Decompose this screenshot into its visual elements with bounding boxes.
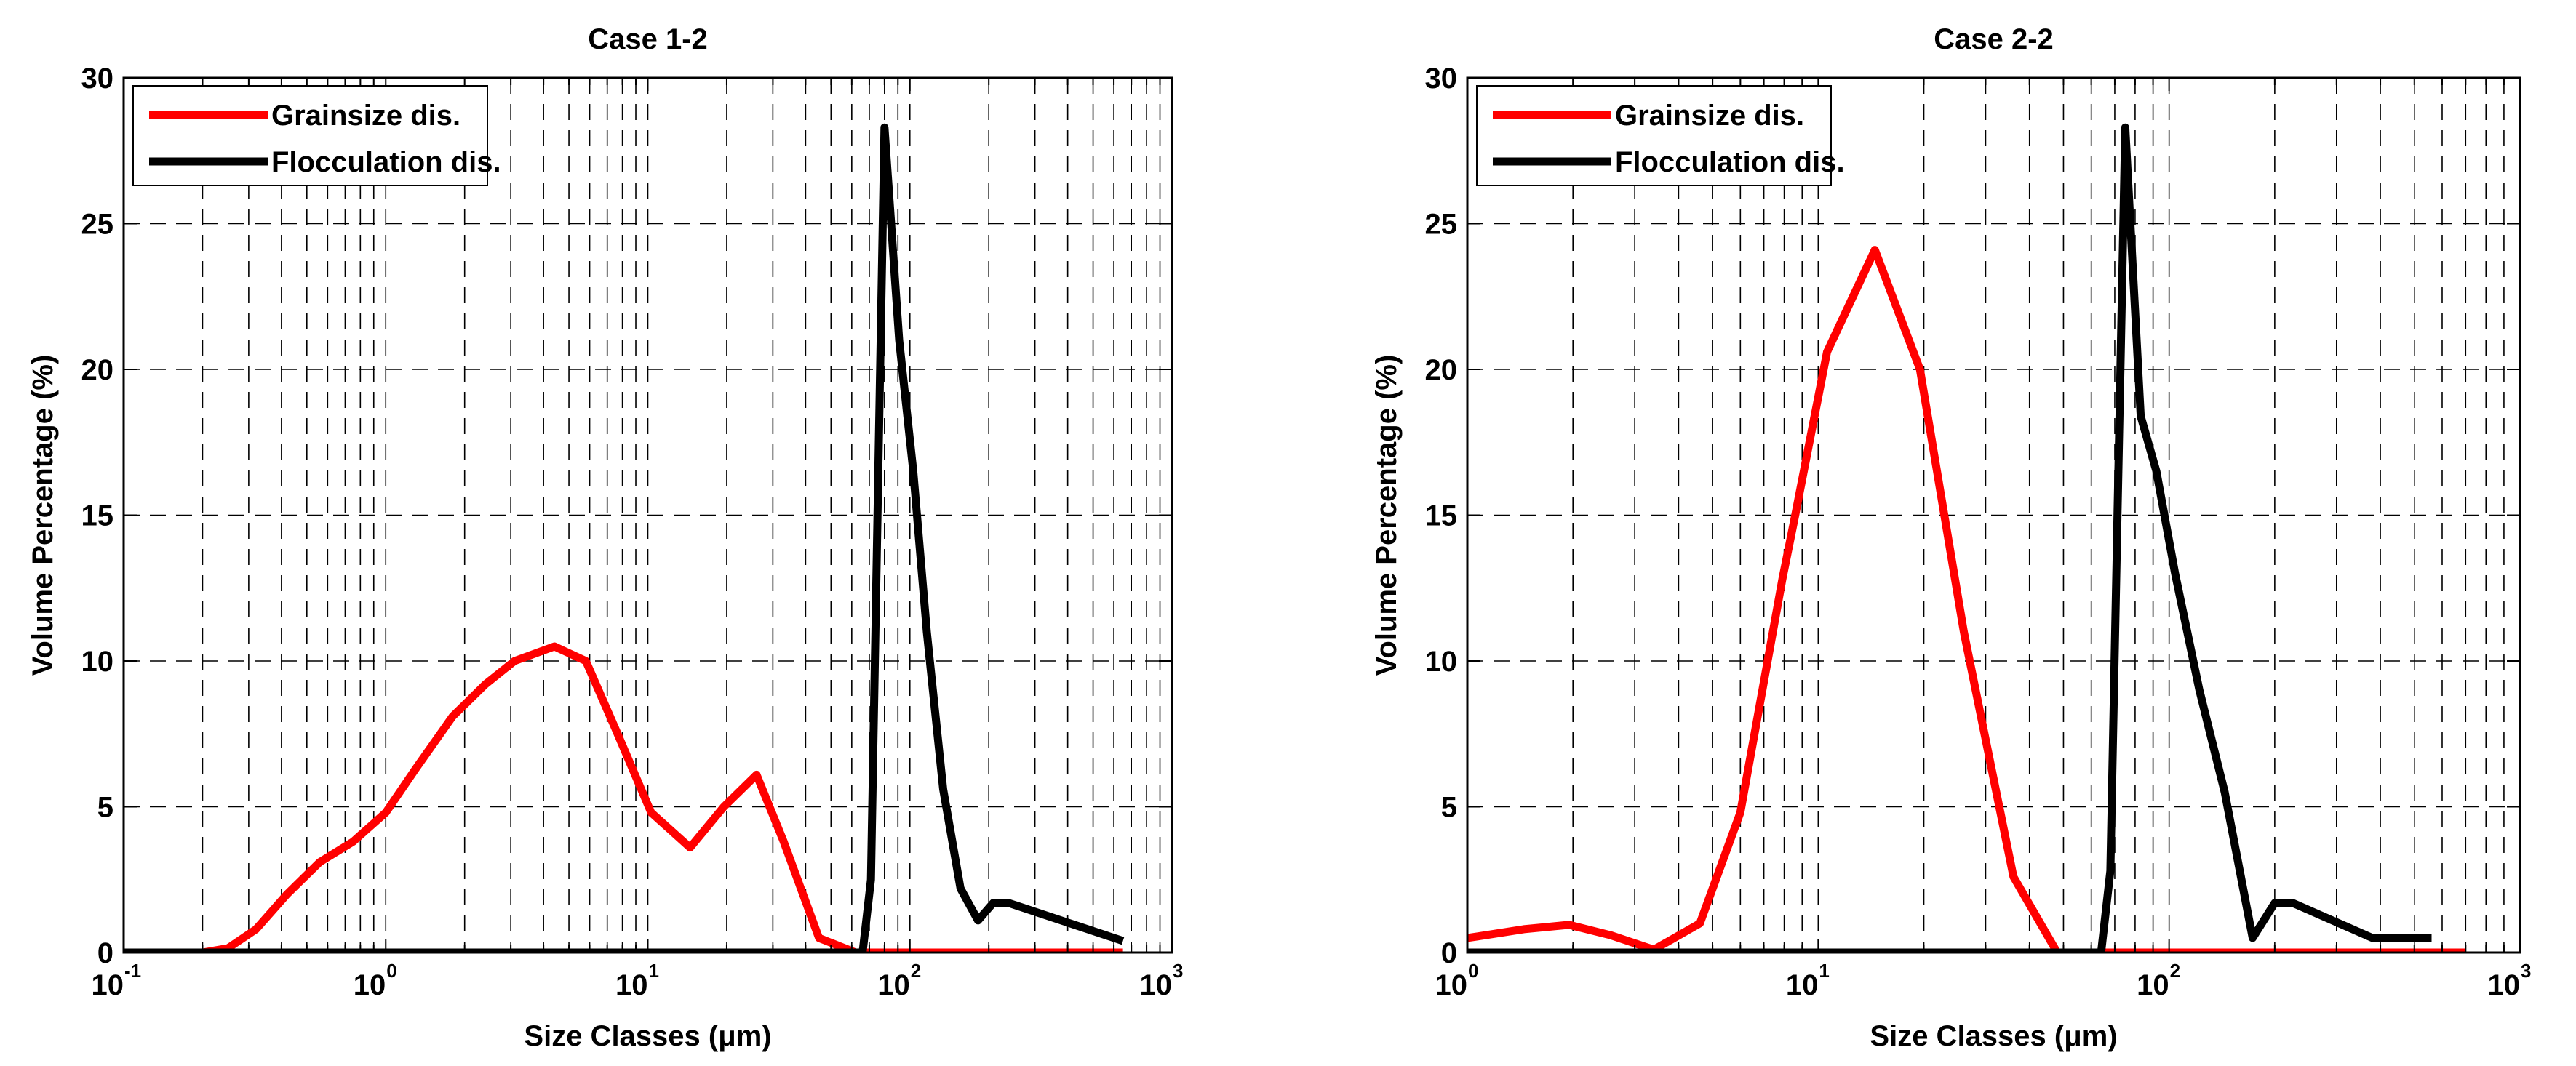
tick-marks <box>1467 77 2520 953</box>
x-tick-label: 10 2 <box>2137 960 2180 1001</box>
y-tick-label: 10 <box>81 646 114 678</box>
x-tick-labels: 10 0 10 1 10 2 10 3 <box>1435 960 2532 1001</box>
legend-label-flocculation: Flocculation dis. <box>271 146 501 178</box>
y-tick-label: 30 <box>81 63 114 95</box>
x-tick-label-base: 10 <box>877 969 910 1001</box>
x-tick-label-base: 10 <box>1435 969 1468 1001</box>
legend: Grainsize dis. Flocculation dis. <box>132 85 501 186</box>
y-tick-label: 30 <box>1425 63 1458 95</box>
y-tick-label: 20 <box>81 354 114 386</box>
x-tick-label-base: 10 <box>92 969 124 1001</box>
legend-box <box>1476 85 1832 186</box>
series-line-grainsize <box>124 642 1123 953</box>
x-tick-label: 10 -1 <box>92 960 142 1001</box>
y-tick-label: 25 <box>1425 209 1458 241</box>
x-tick-label-exponent: 1 <box>649 960 659 982</box>
x-tick-label-exponent: 2 <box>2170 960 2180 982</box>
series-line-flocculation <box>124 123 1125 953</box>
y-tick-label: 15 <box>81 500 114 532</box>
x-tick-label-base: 10 <box>1140 969 1173 1001</box>
legend-label-grainsize: Grainsize dis. <box>271 100 460 132</box>
y-tick-label: 25 <box>81 209 114 241</box>
x-tick-label: 10 0 <box>1435 960 1479 1001</box>
x-tick-label-exponent: 2 <box>911 960 921 982</box>
y-tick-label: 0 <box>97 937 113 969</box>
x-tick-label: 10 0 <box>354 960 397 1001</box>
x-tick-label-base: 10 <box>615 969 648 1001</box>
x-tick-label-base: 10 <box>2137 969 2169 1001</box>
chart-title: Case 1-2 <box>588 23 708 55</box>
y-tick-label: 0 <box>1441 937 1457 969</box>
y-tick-label: 20 <box>1425 354 1458 386</box>
y-tick-label: 10 <box>1425 646 1458 678</box>
x-tick-label: 10 1 <box>1786 960 1830 1001</box>
x-tick-label-exponent: 0 <box>1468 960 1478 982</box>
x-tick-label-exponent: 0 <box>386 960 396 982</box>
x-tick-label-base: 10 <box>354 969 386 1001</box>
grid <box>1467 78 2520 953</box>
legend-label-flocculation: Flocculation dis. <box>1615 146 1845 178</box>
x-tick-label-exponent: 3 <box>2521 960 2531 982</box>
x-axis-label: Size Classes (μm) <box>524 1020 771 1052</box>
x-tick-label: 10 3 <box>2488 960 2532 1001</box>
y-tick-label: 5 <box>1441 792 1457 824</box>
legend-box <box>132 85 488 186</box>
x-axis-label: Size Classes (μm) <box>1870 1020 2117 1052</box>
y-axis-label: Volume Percentage (%) <box>27 355 59 676</box>
x-tick-label: 10 2 <box>877 960 921 1001</box>
series-line-flocculation <box>1467 123 2432 953</box>
y-tick-label: 15 <box>1425 500 1458 532</box>
x-tick-labels: 10 -1 10 0 10 1 10 2 10 3 <box>92 960 1184 1001</box>
legend: Grainsize dis. Flocculation dis. <box>1476 85 1845 186</box>
x-tick-label-exponent: -1 <box>124 960 141 982</box>
series-line-grainsize <box>1467 246 2466 953</box>
x-tick-label-base: 10 <box>2488 969 2521 1001</box>
y-tick-label: 5 <box>97 792 113 824</box>
x-tick-label: 10 3 <box>1140 960 1184 1001</box>
y-axis-label: Volume Percentage (%) <box>1371 355 1403 676</box>
x-tick-label-exponent: 3 <box>1173 960 1183 982</box>
series-layer <box>124 123 1125 953</box>
y-tick-labels: 0 5 10 15 20 25 30 <box>1425 63 1458 969</box>
chart-title: Case 2-2 <box>1934 23 2054 55</box>
legend-label-grainsize: Grainsize dis. <box>1615 100 1804 132</box>
x-tick-label-base: 10 <box>1786 969 1819 1001</box>
x-tick-label: 10 1 <box>615 960 659 1001</box>
y-tick-labels: 0 5 10 15 20 25 30 <box>81 63 114 969</box>
series-layer <box>1467 123 2466 953</box>
tick-marks <box>123 77 1172 953</box>
x-tick-label-exponent: 1 <box>1819 960 1829 982</box>
